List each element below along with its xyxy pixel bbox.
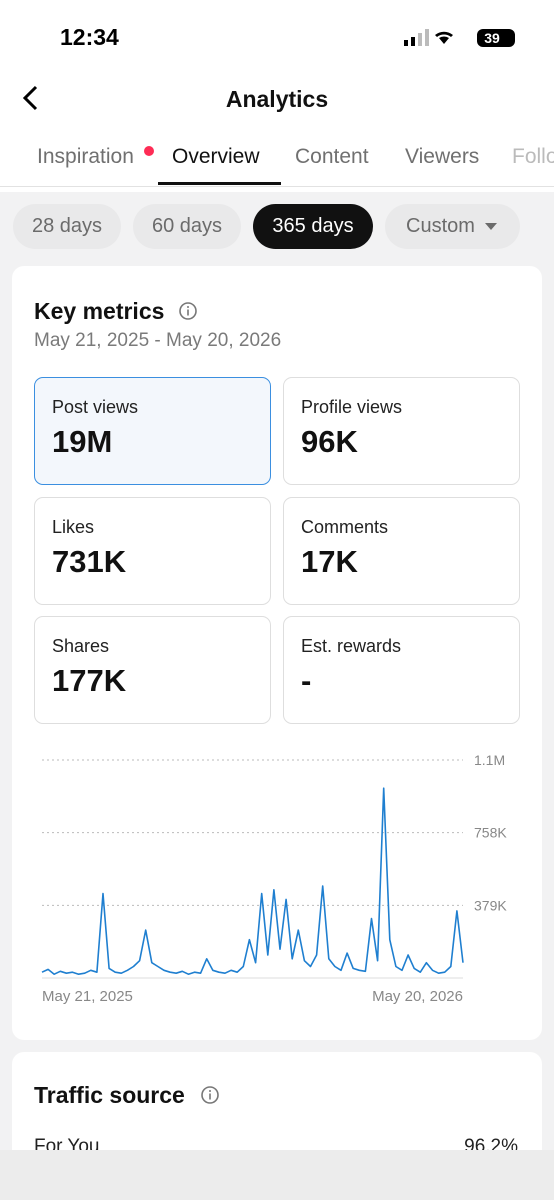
metric-tile[interactable]: Profile views 96K (283, 377, 520, 485)
metric-value: - (301, 663, 312, 698)
tab-underline (158, 182, 281, 185)
filter-pill-active[interactable]: 365 days (253, 204, 373, 249)
top-bar (0, 0, 554, 192)
line-series (41, 787, 464, 975)
y-tick-label: 758K (474, 825, 507, 841)
card-title: Key metrics (34, 298, 165, 324)
filter-pill[interactable]: 28 days (13, 204, 121, 249)
tab[interactable]: Viewers (405, 145, 480, 168)
chart: 379K 758K 1.1M May 21, 2025 May 20, 2026 (41, 752, 507, 1005)
metric-tile[interactable]: Likes 731K (34, 497, 271, 605)
metric-tile[interactable]: Comments 17K (283, 497, 520, 605)
info-icon[interactable] (178, 301, 198, 321)
metric-value: 731K (52, 544, 127, 579)
card-title: Traffic source (34, 1082, 185, 1108)
metric-label: Likes (52, 517, 95, 537)
back-button[interactable] (20, 84, 44, 112)
info-icon[interactable] (200, 1085, 220, 1105)
metric-value: 19M (52, 424, 113, 459)
y-tick-label: 1.1M (474, 752, 505, 768)
metric-tile[interactable]: Post views 19M (34, 377, 271, 485)
metric-label: Comments (301, 517, 389, 537)
date-range: May 21, 2025 - May 20, 2026 (34, 330, 282, 351)
x-tick-label: May 21, 2025 (42, 988, 133, 1005)
metric-tile[interactable]: Shares 177K (34, 616, 271, 724)
tab[interactable]: Follo (512, 145, 554, 168)
filter-pill[interactable]: 60 days (133, 204, 241, 249)
tab[interactable]: Content (295, 145, 369, 168)
metric-tile[interactable]: Est. rewards - (283, 616, 520, 724)
x-tick-label: May 20, 2026 (372, 988, 463, 1005)
metric-value: 17K (301, 544, 358, 579)
bottom-bar (0, 1150, 554, 1200)
traffic-card (12, 1052, 542, 1150)
notification-dot (144, 146, 154, 156)
filter-pill[interactable]: Custom (385, 204, 520, 249)
status-icons: 39 (404, 29, 515, 47)
divider (0, 186, 554, 187)
tab-active[interactable]: Overview (172, 145, 260, 168)
y-tick-label: 379K (474, 897, 507, 913)
metric-label: Est. rewards (301, 636, 402, 656)
metric-value: 96K (301, 424, 358, 459)
metric-label: Post views (52, 397, 139, 417)
metric-label: Shares (52, 636, 110, 656)
page-title: Analytics (225, 86, 329, 112)
battery-level: 39 (484, 30, 500, 46)
filter-label: Custom (406, 215, 475, 237)
status-time: 12:34 (60, 24, 119, 50)
metric-value: 177K (52, 663, 127, 698)
dropdown-icon (485, 223, 497, 230)
tab[interactable]: Inspiration (37, 145, 134, 168)
metric-label: Profile views (301, 397, 403, 417)
